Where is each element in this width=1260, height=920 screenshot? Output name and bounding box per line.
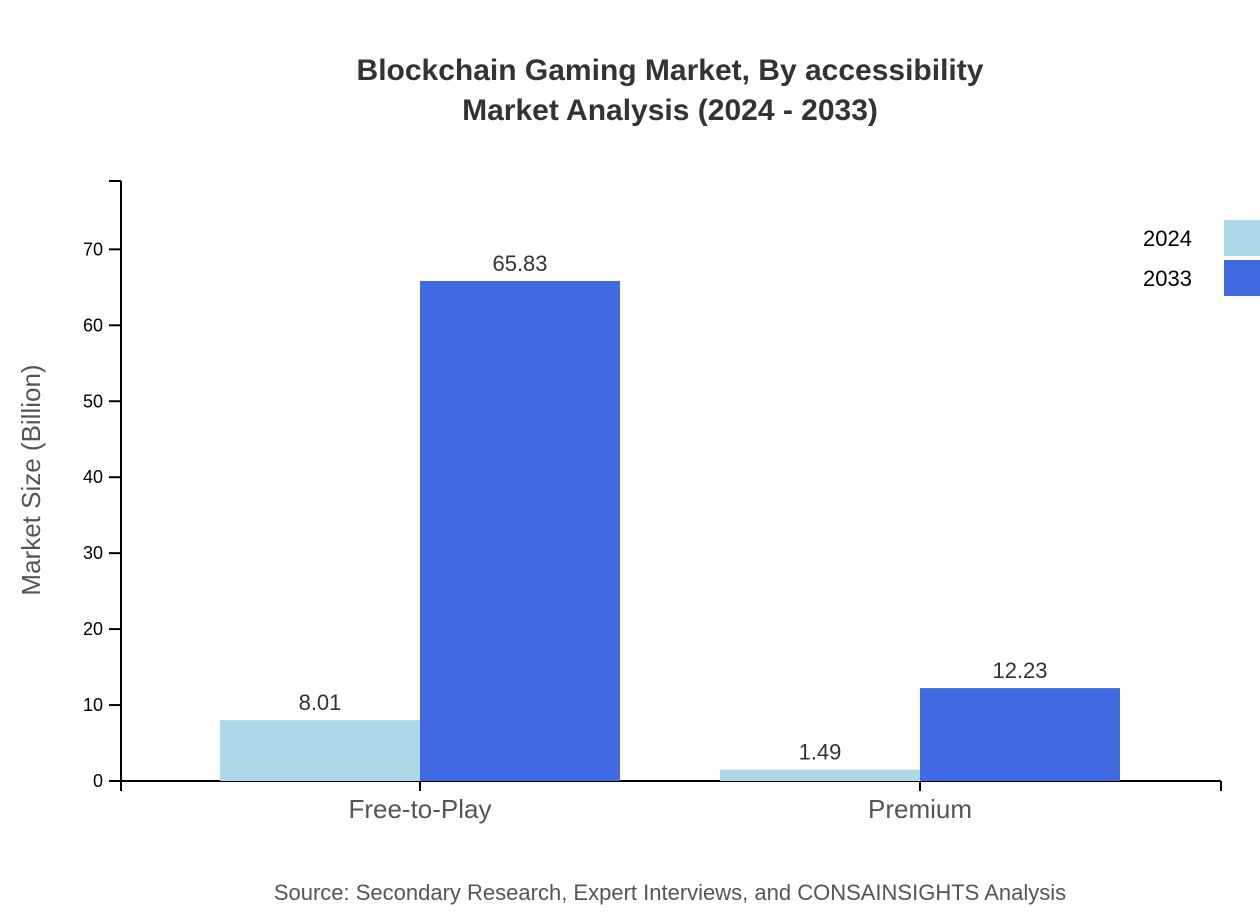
chart-title-line-2: Market Analysis (2024 - 2033) — [462, 94, 878, 127]
y-tick-label: 0 — [93, 771, 103, 791]
bar-2033-free-to-play — [420, 281, 620, 781]
legend-swatch-2033 — [1224, 260, 1260, 296]
data-label: 1.49 — [799, 740, 842, 765]
bar-2024-free-to-play — [220, 720, 420, 781]
y-tick-label: 40 — [83, 467, 103, 487]
y-tick-label: 30 — [83, 543, 103, 563]
y-tick-label: 70 — [83, 239, 103, 259]
chart-title-line-1: Blockchain Gaming Market, By accessibili… — [357, 54, 984, 87]
x-tick-label: Premium — [868, 794, 972, 824]
legend-label-2033: 2033 — [1143, 266, 1192, 291]
data-label: 8.01 — [299, 690, 342, 715]
y-tick-label: 50 — [83, 391, 103, 411]
y-tick-label: 10 — [83, 695, 103, 715]
y-tick-label: 20 — [83, 619, 103, 639]
y-axis-label: Market Size (Billion) — [16, 364, 46, 595]
source-note: Source: Secondary Research, Expert Inter… — [274, 880, 1066, 905]
bar-2033-premium — [920, 688, 1120, 781]
bar-2024-premium — [720, 769, 920, 781]
data-label: 65.83 — [492, 251, 547, 276]
legend-swatch-2024 — [1224, 220, 1260, 256]
data-label: 12.23 — [992, 658, 1047, 683]
x-tick-label: Free-to-Play — [348, 794, 491, 824]
legend-label-2024: 2024 — [1143, 226, 1192, 251]
y-tick-label: 60 — [83, 315, 103, 335]
